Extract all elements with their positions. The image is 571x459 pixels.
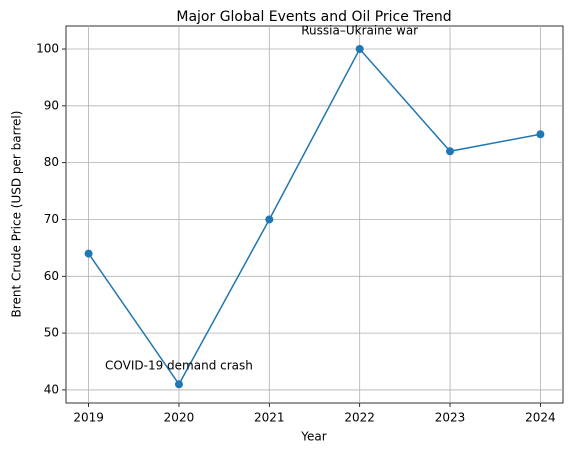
chart-title: Major Global Events and Oil Price Trend	[176, 9, 451, 25]
x-tick-label: 2023	[435, 411, 466, 425]
point	[446, 147, 455, 156]
x-tick-label: 2020	[164, 411, 195, 425]
y-tick-label: 60	[44, 269, 59, 283]
y-tick-label: 40	[44, 382, 59, 396]
y-tick-label: 90	[44, 98, 59, 112]
y-tick-label: 100	[36, 42, 59, 56]
x-tick-label: 2024	[525, 411, 556, 425]
y-axis-label: Brent Crude Price (USD per barrel)	[10, 111, 24, 318]
y-tick-label: 70	[44, 212, 59, 226]
plot-frame	[65, 25, 564, 404]
line	[87, 47, 541, 386]
annotation: Russia–Ukraine war	[301, 24, 418, 38]
x-tick-label: 2019	[73, 411, 104, 425]
x-tick-label: 2021	[254, 411, 285, 425]
x-axis-label: Year	[300, 430, 326, 444]
point	[536, 130, 545, 139]
x-tick-label: 2022	[344, 411, 375, 425]
point	[355, 45, 364, 54]
point	[174, 380, 183, 389]
y-tick-label: 80	[44, 155, 59, 169]
point	[265, 215, 274, 224]
y-tick-label: 50	[44, 326, 59, 340]
point	[84, 249, 93, 258]
annotation: COVID-19 demand crash	[105, 359, 253, 373]
